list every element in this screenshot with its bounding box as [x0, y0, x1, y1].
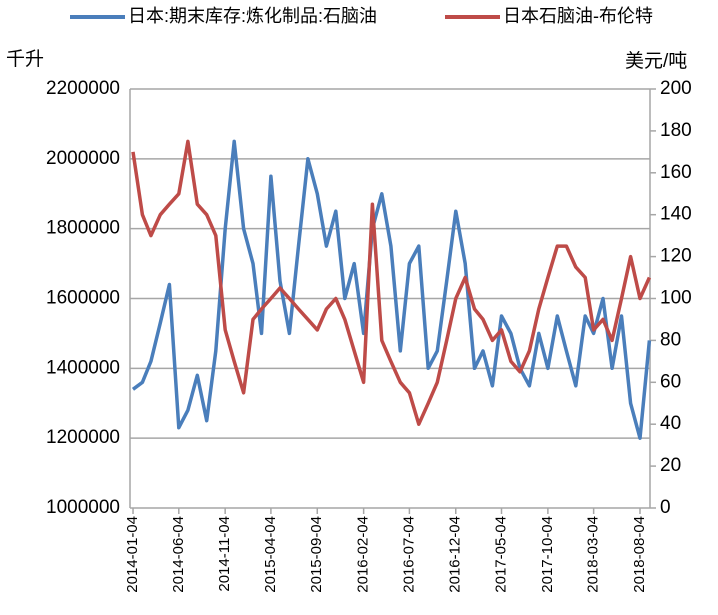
y-tick-label: 2200000 [46, 78, 120, 99]
y-tick-label: 1800000 [46, 218, 120, 239]
x-tick-label: 2016-02-04 [355, 516, 372, 593]
x-tick-label: 2017-10-04 [539, 516, 556, 593]
legend-label: 日本石脑油-布伦特 [503, 6, 653, 26]
y2-tick-label: 60 [660, 371, 681, 392]
legend-label: 日本:期末库存:炼化制品:石脑油 [128, 6, 377, 26]
y-tick-label: 1600000 [46, 288, 120, 309]
y2-tick-label: 40 [660, 413, 681, 434]
y2-tick-label: 120 [660, 246, 692, 267]
y-tick-label: 1000000 [46, 497, 120, 518]
y2-tick-label: 0 [660, 497, 671, 518]
x-tick-label: 2014-11-04 [216, 516, 233, 592]
y2-tick-label: 80 [660, 329, 681, 350]
series-line [131, 139, 652, 440]
y-tick-label: 1400000 [46, 357, 120, 378]
y-tick-label: 1200000 [46, 427, 120, 448]
y2-axis-label: 美元/吨 [625, 50, 687, 72]
y-axis-label: 千升 [6, 48, 44, 70]
y2-tick-label: 200 [660, 78, 692, 99]
x-tick-label: 2017-05-04 [492, 516, 509, 593]
x-tick-label: 2014-01-04 [124, 516, 141, 593]
x-tick-label: 2015-04-04 [262, 516, 279, 593]
y2-tick-label: 140 [660, 204, 692, 225]
x-tick-label: 2016-07-04 [400, 516, 417, 593]
series-line [131, 139, 651, 426]
x-tick-label: 2018-03-04 [585, 516, 602, 593]
x-tick-label: 2016-12-04 [447, 516, 464, 593]
y2-tick-label: 180 [660, 120, 692, 141]
y2-tick-label: 160 [660, 162, 692, 183]
y2-tick-label: 20 [660, 455, 681, 476]
x-tick-label: 2015-09-04 [308, 516, 325, 593]
y-tick-label: 2000000 [46, 148, 120, 169]
x-tick-label: 2018-08-04 [631, 516, 648, 593]
y2-tick-label: 100 [660, 288, 692, 309]
x-tick-label: 2014-06-04 [170, 516, 187, 593]
